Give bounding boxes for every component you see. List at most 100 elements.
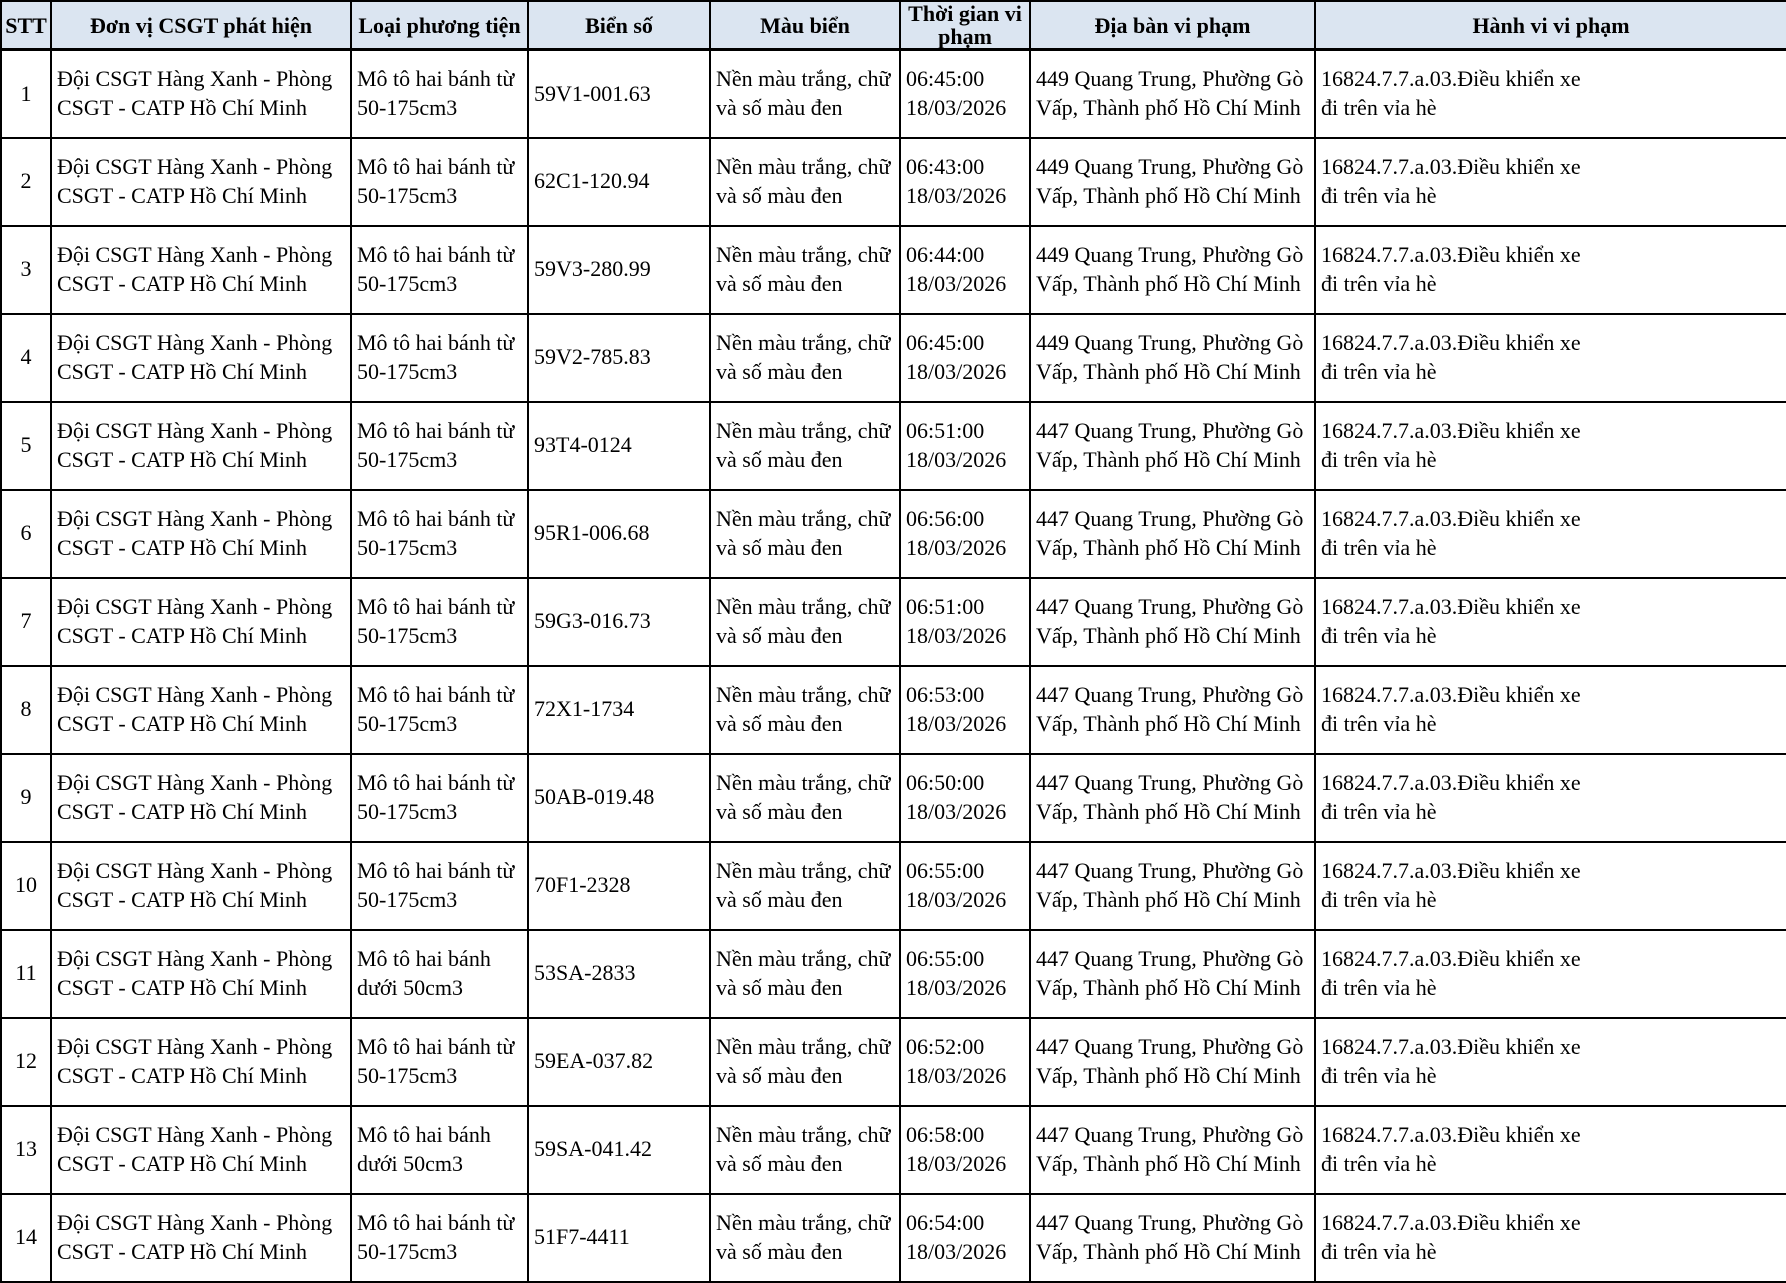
cell-detecting-unit: Đội CSGT Hàng Xanh - Phòng CSGT - CATP H… bbox=[50, 400, 352, 491]
cell-violation-behavior: 16824.7.7.a.03.Điều khiển xe đi trên vỉa… bbox=[1314, 1192, 1786, 1283]
cell-plate-color: Nền màu trắng, chữ và số màu đen bbox=[709, 312, 901, 403]
cell-detecting-unit: Đội CSGT Hàng Xanh - Phòng CSGT - CATP H… bbox=[50, 664, 352, 755]
cell-plate-number: 59V3-280.99 bbox=[527, 224, 711, 315]
cell-detecting-unit: Đội CSGT Hàng Xanh - Phòng CSGT - CATP H… bbox=[50, 1104, 352, 1195]
violation-time-value: 06:45:00 bbox=[906, 330, 985, 356]
header-row: STT Đơn vị CSGT phát hiện Loại phương ti… bbox=[0, 0, 1786, 52]
cell-detecting-unit: Đội CSGT Hàng Xanh - Phòng CSGT - CATP H… bbox=[50, 48, 352, 139]
cell-violation-time: 06:44:00 18/03/2026 bbox=[899, 224, 1031, 315]
cell-vehicle-type: Mô tô hai bánh từ 50-175cm3 bbox=[350, 488, 529, 579]
cell-stt: 3 bbox=[0, 224, 52, 315]
cell-vehicle-type: Mô tô hai bánh từ 50-175cm3 bbox=[350, 48, 529, 139]
cell-violation-behavior: 16824.7.7.a.03.Điều khiển xe đi trên vỉa… bbox=[1314, 928, 1786, 1019]
cell-violation-location: 447 Quang Trung, Phường Gò Vấp, Thành ph… bbox=[1029, 488, 1316, 579]
cell-violation-location: 447 Quang Trung, Phường Gò Vấp, Thành ph… bbox=[1029, 840, 1316, 931]
cell-plate-color: Nền màu trắng, chữ và số màu đen bbox=[709, 1016, 901, 1107]
violation-time-value: 06:56:00 bbox=[906, 506, 985, 532]
cell-plate-number: 53SA-2833 bbox=[527, 928, 711, 1019]
cell-plate-number: 50AB-019.48 bbox=[527, 752, 711, 843]
violation-time-value: 06:50:00 bbox=[906, 770, 985, 796]
table-row: 10 Đội CSGT Hàng Xanh - Phòng CSGT - CATP… bbox=[0, 840, 1786, 931]
cell-plate-color: Nền màu trắng, chữ và số màu đen bbox=[709, 752, 901, 843]
cell-violation-behavior: 16824.7.7.a.03.Điều khiển xe đi trên vỉa… bbox=[1314, 400, 1786, 491]
header-violation-behavior: Hành vi vi phạm bbox=[1314, 0, 1786, 52]
violation-date-value: 18/03/2026 bbox=[906, 622, 1007, 648]
cell-stt: 9 bbox=[0, 752, 52, 843]
cell-plate-color: Nền màu trắng, chữ và số màu đen bbox=[709, 664, 901, 755]
cell-violation-location: 447 Quang Trung, Phường Gò Vấp, Thành ph… bbox=[1029, 752, 1316, 843]
cell-stt: 13 bbox=[0, 1104, 52, 1195]
table-row: 4 Đội CSGT Hàng Xanh - Phòng CSGT - CATP … bbox=[0, 312, 1786, 403]
violation-date-value: 18/03/2026 bbox=[906, 1062, 1007, 1088]
cell-violation-behavior: 16824.7.7.a.03.Điều khiển xe đi trên vỉa… bbox=[1314, 1016, 1786, 1107]
cell-violation-location: 447 Quang Trung, Phường Gò Vấp, Thành ph… bbox=[1029, 928, 1316, 1019]
cell-vehicle-type: Mô tô hai bánh dưới 50cm3 bbox=[350, 928, 529, 1019]
cell-plate-color: Nền màu trắng, chữ và số màu đen bbox=[709, 224, 901, 315]
cell-violation-time: 06:43:00 18/03/2026 bbox=[899, 136, 1031, 227]
cell-violation-time: 06:51:00 18/03/2026 bbox=[899, 400, 1031, 491]
violation-date-value: 18/03/2026 bbox=[906, 710, 1007, 736]
cell-vehicle-type: Mô tô hai bánh từ 50-175cm3 bbox=[350, 1016, 529, 1107]
cell-violation-behavior: 16824.7.7.a.03.Điều khiển xe đi trên vỉa… bbox=[1314, 576, 1786, 667]
header-stt: STT bbox=[0, 0, 52, 52]
violation-time-value: 06:55:00 bbox=[906, 946, 985, 972]
cell-violation-behavior: 16824.7.7.a.03.Điều khiển xe đi trên vỉa… bbox=[1314, 136, 1786, 227]
violation-date-value: 18/03/2026 bbox=[906, 182, 1007, 208]
cell-stt: 12 bbox=[0, 1016, 52, 1107]
cell-violation-behavior: 16824.7.7.a.03.Điều khiển xe đi trên vỉa… bbox=[1314, 48, 1786, 139]
cell-violation-behavior: 16824.7.7.a.03.Điều khiển xe đi trên vỉa… bbox=[1314, 488, 1786, 579]
cell-detecting-unit: Đội CSGT Hàng Xanh - Phòng CSGT - CATP H… bbox=[50, 752, 352, 843]
table-row: 5 Đội CSGT Hàng Xanh - Phòng CSGT - CATP … bbox=[0, 400, 1786, 491]
table-row: 3 Đội CSGT Hàng Xanh - Phòng CSGT - CATP … bbox=[0, 224, 1786, 315]
cell-plate-color: Nền màu trắng, chữ và số màu đen bbox=[709, 488, 901, 579]
cell-detecting-unit: Đội CSGT Hàng Xanh - Phòng CSGT - CATP H… bbox=[50, 224, 352, 315]
cell-vehicle-type: Mô tô hai bánh dưới 50cm3 bbox=[350, 1104, 529, 1195]
cell-plate-color: Nền màu trắng, chữ và số màu đen bbox=[709, 840, 901, 931]
table-row: 6 Đội CSGT Hàng Xanh - Phòng CSGT - CATP … bbox=[0, 488, 1786, 579]
cell-plate-number: 59SA-041.42 bbox=[527, 1104, 711, 1195]
violation-time-value: 06:51:00 bbox=[906, 418, 985, 444]
violation-time-value: 06:58:00 bbox=[906, 1122, 985, 1148]
cell-stt: 2 bbox=[0, 136, 52, 227]
cell-vehicle-type: Mô tô hai bánh từ 50-175cm3 bbox=[350, 1192, 529, 1283]
violation-date-value: 18/03/2026 bbox=[906, 534, 1007, 560]
cell-detecting-unit: Đội CSGT Hàng Xanh - Phòng CSGT - CATP H… bbox=[50, 1192, 352, 1283]
cell-violation-location: 449 Quang Trung, Phường Gò Vấp, Thành ph… bbox=[1029, 136, 1316, 227]
cell-stt: 10 bbox=[0, 840, 52, 931]
header-violation-time: Thời gian vi phạm bbox=[899, 0, 1031, 52]
cell-plate-number: 51F7-4411 bbox=[527, 1192, 711, 1283]
cell-violation-time: 06:52:00 18/03/2026 bbox=[899, 1016, 1031, 1107]
cell-violation-location: 447 Quang Trung, Phường Gò Vấp, Thành ph… bbox=[1029, 1192, 1316, 1283]
cell-vehicle-type: Mô tô hai bánh từ 50-175cm3 bbox=[350, 664, 529, 755]
cell-plate-color: Nền màu trắng, chữ và số màu đen bbox=[709, 1104, 901, 1195]
cell-detecting-unit: Đội CSGT Hàng Xanh - Phòng CSGT - CATP H… bbox=[50, 928, 352, 1019]
violation-time-value: 06:55:00 bbox=[906, 858, 985, 884]
cell-stt: 11 bbox=[0, 928, 52, 1019]
cell-violation-time: 06:45:00 18/03/2026 bbox=[899, 48, 1031, 139]
violation-date-value: 18/03/2026 bbox=[906, 798, 1007, 824]
cell-plate-color: Nền màu trắng, chữ và số màu đen bbox=[709, 1192, 901, 1283]
cell-detecting-unit: Đội CSGT Hàng Xanh - Phòng CSGT - CATP H… bbox=[50, 1016, 352, 1107]
cell-stt: 1 bbox=[0, 48, 52, 139]
cell-plate-number: 72X1-1734 bbox=[527, 664, 711, 755]
cell-plate-number: 70F1-2328 bbox=[527, 840, 711, 931]
cell-detecting-unit: Đội CSGT Hàng Xanh - Phòng CSGT - CATP H… bbox=[50, 312, 352, 403]
cell-violation-behavior: 16824.7.7.a.03.Điều khiển xe đi trên vỉa… bbox=[1314, 752, 1786, 843]
cell-violation-time: 06:45:00 18/03/2026 bbox=[899, 312, 1031, 403]
violation-date-value: 18/03/2026 bbox=[906, 270, 1007, 296]
violation-time-value: 06:51:00 bbox=[906, 594, 985, 620]
cell-plate-color: Nền màu trắng, chữ và số màu đen bbox=[709, 928, 901, 1019]
violation-time-value: 06:53:00 bbox=[906, 682, 985, 708]
violation-date-value: 18/03/2026 bbox=[906, 886, 1007, 912]
violation-time-value: 06:43:00 bbox=[906, 154, 985, 180]
cell-violation-behavior: 16824.7.7.a.03.Điều khiển xe đi trên vỉa… bbox=[1314, 840, 1786, 931]
cell-violation-location: 447 Quang Trung, Phường Gò Vấp, Thành ph… bbox=[1029, 400, 1316, 491]
violation-date-value: 18/03/2026 bbox=[906, 94, 1007, 120]
header-detecting-unit: Đơn vị CSGT phát hiện bbox=[50, 0, 352, 52]
table-row: 7 Đội CSGT Hàng Xanh - Phòng CSGT - CATP … bbox=[0, 576, 1786, 667]
table-row: 13 Đội CSGT Hàng Xanh - Phòng CSGT - CATP… bbox=[0, 1104, 1786, 1195]
cell-violation-time: 06:53:00 18/03/2026 bbox=[899, 664, 1031, 755]
cell-plate-color: Nền màu trắng, chữ và số màu đen bbox=[709, 576, 901, 667]
cell-vehicle-type: Mô tô hai bánh từ 50-175cm3 bbox=[350, 136, 529, 227]
